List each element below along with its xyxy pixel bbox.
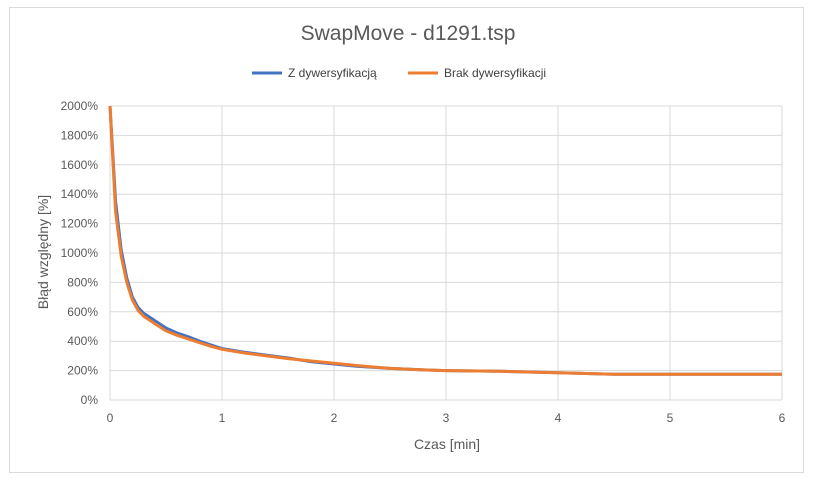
x-tick-label: 4 [555, 411, 562, 425]
legend: Z dywersyfikacją Brak dywersyfikacji [252, 66, 546, 80]
x-tick-label: 1 [219, 411, 226, 425]
y-tick-label: 2000% [61, 99, 99, 113]
x-axis-title: Czas [min] [414, 436, 480, 452]
chart-title: SwapMove - d1291.tsp [301, 22, 516, 45]
x-tick-label: 6 [779, 411, 786, 425]
y-tick-label: 600% [67, 305, 98, 319]
legend-label-brak-dywersyfikacji: Brak dywersyfikacji [444, 66, 546, 80]
series-layer [108, 105, 782, 376]
legend-label-z-dywersyfikacja: Z dywersyfikacją [288, 66, 377, 80]
line-chart: SwapMove - d1291.tsp Z dywersyfikacją Br… [35, 22, 786, 452]
chart-frame: SwapMove - d1291.tsp Z dywersyfikacją Br… [9, 7, 804, 473]
y-tick-label: 1200% [61, 217, 99, 231]
y-tick-label: 1800% [61, 128, 99, 142]
y-tick-label: 400% [67, 334, 98, 348]
x-tick-label: 2 [331, 411, 338, 425]
y-tick-label: 200% [67, 364, 98, 378]
y-tick-label: 1400% [61, 187, 99, 201]
x-tick-label: 0 [107, 411, 114, 425]
x-tick-label: 5 [667, 411, 674, 425]
x-axis-ticks: 0 1 2 3 4 5 6 [107, 411, 786, 425]
x-tick-label: 3 [443, 411, 450, 425]
gridlines [109, 105, 783, 401]
y-tick-label: 800% [67, 275, 98, 289]
y-tick-label: 1600% [61, 158, 99, 172]
y-axis-title: Błąd względny [%] [35, 195, 51, 309]
series-line-1 [108, 105, 782, 376]
y-axis-ticks: 0% 200% 400% 600% 800% 1000% 1200% 1400% 1600% 18… [61, 99, 99, 407]
y-tick-label: 0% [81, 393, 99, 407]
y-tick-label: 1000% [61, 246, 99, 260]
